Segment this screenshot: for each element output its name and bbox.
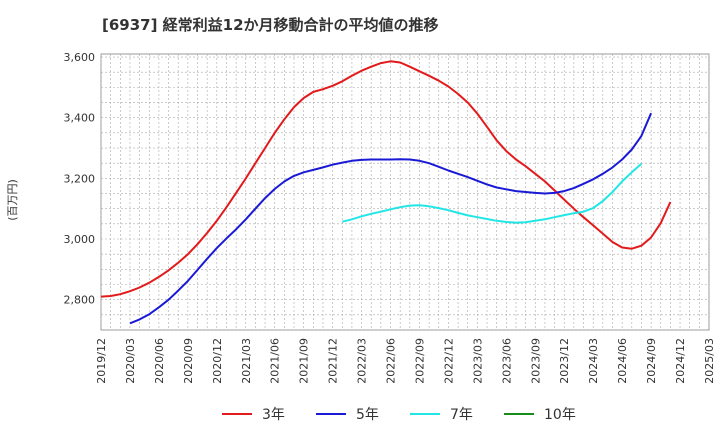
legend-label: 3年: [262, 407, 285, 423]
x-tick-label: 2019/12: [95, 338, 108, 384]
x-tick-label: 2020/06: [153, 338, 166, 384]
legend-label: 7年: [450, 407, 473, 423]
x-tick-label: 2021/12: [327, 338, 340, 384]
y-tick-label: 3,400: [64, 112, 96, 125]
series-line-7年: [342, 163, 643, 224]
x-tick-label: 2022/09: [413, 338, 426, 384]
x-tick-label: 2024/09: [645, 338, 658, 384]
y-axis-label: (百万円): [6, 179, 19, 221]
x-tick-label: 2021/09: [298, 338, 311, 384]
x-tick-label: 2023/09: [529, 338, 542, 384]
x-tick-label: 2020/03: [124, 338, 137, 384]
y-tick-label: 3,000: [64, 233, 96, 246]
legend-label: 5年: [356, 407, 379, 423]
x-tick-label: 2020/12: [211, 338, 224, 384]
x-tick-labels: 2019/12 2020/03 2020/06 2020/09 2020/12 2021/…: [95, 338, 716, 384]
x-tick-label: 2022/06: [385, 338, 398, 384]
grid-vertical: [100, 54, 710, 330]
x-tick-label: 2024/03: [587, 338, 600, 384]
y-tick-labels: 2,800 3,000 3,200 3,400 3,600: [64, 51, 96, 307]
x-tick-label: 2021/03: [240, 338, 253, 384]
chart-title: [6937] 経常利益12か月移動合計の平均値の推移: [102, 16, 439, 34]
x-tick-label: 2024/12: [674, 338, 687, 384]
series-line-3年: [100, 60, 672, 298]
x-tick-label: 2023/06: [500, 338, 513, 384]
legend-label: 10年: [544, 407, 576, 423]
x-tick-label: 2021/06: [269, 338, 282, 384]
series-line-5年: [129, 112, 653, 325]
x-tick-label: 2024/06: [616, 338, 629, 384]
x-tick-label: 2020/09: [182, 338, 195, 384]
x-tick-label: 2022/03: [356, 338, 369, 384]
x-tick-label: 2022/12: [442, 338, 455, 384]
y-tick-label: 2,800: [64, 294, 96, 307]
legend: 3年 5年 7年 10年: [222, 407, 576, 423]
x-tick-label: 2025/03: [703, 338, 716, 384]
y-tick-label: 3,200: [64, 172, 96, 185]
x-tick-label: 2023/12: [558, 338, 571, 384]
y-tick-label: 3,600: [64, 51, 96, 64]
plot-area: [100, 53, 710, 331]
series-lines: [100, 60, 672, 325]
x-tick-label: 2023/03: [471, 338, 484, 384]
